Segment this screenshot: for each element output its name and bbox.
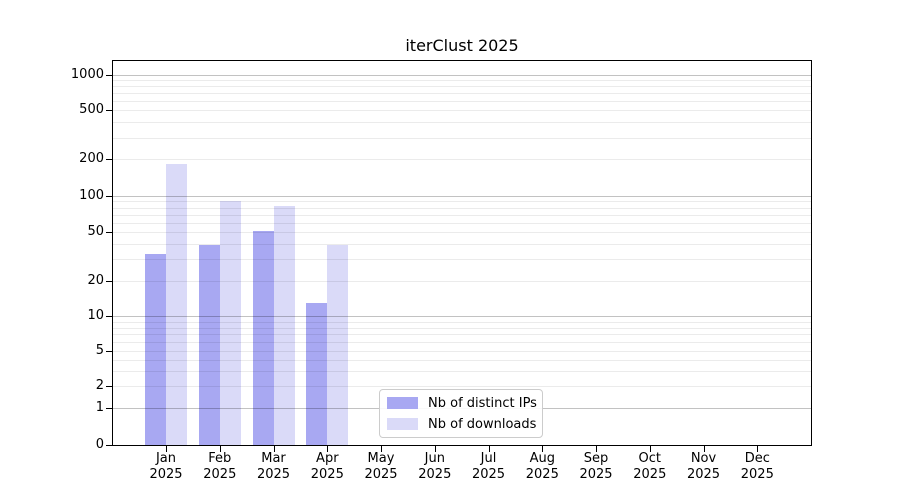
minor-gridline-500 [113, 110, 811, 112]
minor-gridline-600 [113, 100, 811, 102]
x-tick-label-nov: Nov 2025 [686, 451, 721, 482]
x-tick-label-aug: Aug 2025 [525, 451, 559, 482]
x-tick-label-jan: Jan 2025 [149, 451, 183, 482]
y-tick-200 [106, 159, 112, 161]
minor-gridline-40 [113, 244, 811, 246]
x-tick-label-feb: Feb 2025 [203, 451, 237, 482]
minor-gridline-200 [113, 159, 811, 161]
bar-mar-distinct-ips [252, 231, 274, 445]
x-tick-jun [434, 446, 436, 452]
major-gridline-100 [113, 195, 811, 197]
bar-jan-downloads [166, 164, 187, 445]
y-tick-label-1000: 1000 [70, 66, 104, 82]
x-tick-label-jun: Jun 2025 [418, 451, 452, 482]
x-tick-label-apr: Apr 2025 [310, 451, 344, 482]
legend-label-distinct-ips: Nb of distinct IPs [428, 395, 537, 411]
minor-gridline-60 [113, 222, 811, 224]
minor-gridline-8 [113, 327, 811, 329]
legend-swatch-distinct-ips [387, 397, 418, 409]
x-tick-jul [488, 446, 490, 452]
y-tick-label-50: 50 [87, 224, 104, 240]
y-tick-0 [106, 445, 112, 446]
x-tick-label-dec: Dec 2025 [740, 451, 774, 482]
y-tick-10 [106, 316, 112, 318]
y-tick-100 [106, 195, 112, 197]
legend: Nb of distinct IPs Nb of downloads [379, 389, 543, 438]
y-tick-500 [106, 110, 112, 112]
bar-apr-downloads [327, 245, 349, 445]
minor-gridline-80 [113, 207, 811, 209]
x-tick-label-sep: Sep 2025 [579, 451, 613, 482]
x-tick-nov [703, 446, 705, 452]
x-tick-apr [327, 446, 329, 452]
x-tick-mar [273, 446, 275, 452]
y-tick-label-500: 500 [79, 102, 104, 118]
x-tick-label-jul: Jul 2025 [471, 451, 506, 482]
x-tick-label-oct: Oct 2025 [633, 451, 667, 482]
plot-area [106, 60, 812, 452]
y-tick-1000 [106, 74, 112, 76]
y-tick-label-5: 5 [95, 343, 104, 359]
minor-gridline-300 [113, 137, 811, 139]
y-tick-1 [106, 407, 112, 409]
y-tick-label-20: 20 [87, 272, 104, 288]
y-tick-label-100: 100 [79, 187, 104, 203]
minor-gridline-900 [113, 79, 811, 81]
minor-gridline-4 [113, 359, 811, 361]
minor-gridline-7 [113, 334, 811, 336]
minor-gridline-400 [113, 122, 811, 124]
minor-gridline-2 [113, 386, 811, 388]
minor-gridline-20 [113, 280, 811, 282]
minor-gridline-70 [113, 214, 811, 216]
minor-gridline-3 [113, 370, 811, 372]
legend-label-downloads: Nb of downloads [428, 416, 537, 432]
minor-gridline-5 [113, 351, 811, 353]
minor-gridline-9 [113, 321, 811, 323]
y-tick-50 [106, 232, 112, 234]
major-gridline-10 [113, 316, 811, 318]
y-tick-label-10: 10 [87, 308, 104, 324]
x-tick-may [381, 446, 382, 452]
y-tick-label-2: 2 [95, 378, 104, 394]
y-tick-2 [106, 386, 112, 388]
minor-gridline-6 [113, 342, 811, 344]
x-tick-sep [596, 446, 597, 452]
y-tick-label-1: 1 [95, 399, 104, 415]
minor-gridline-50 [113, 232, 811, 234]
bar-mar-downloads [273, 206, 295, 445]
x-tick-label-mar: Mar 2025 [256, 451, 291, 482]
minor-gridline-30 [113, 259, 811, 261]
y-tick-label-200: 200 [79, 151, 104, 167]
y-tick-label-0: 0 [95, 437, 104, 452]
x-tick-label-may: May 2025 [364, 451, 398, 482]
bar-jan-distinct-ips [145, 254, 166, 445]
x-tick-jan [166, 446, 167, 452]
bar-apr-distinct-ips [306, 302, 328, 445]
x-tick-aug [542, 446, 544, 452]
chart-title: iterClust 2025 [405, 36, 519, 55]
legend-swatch-downloads [387, 418, 418, 430]
x-tick-oct [649, 446, 651, 452]
y-tick-20 [106, 280, 112, 282]
legend-entry-downloads: Nb of downloads [387, 415, 537, 434]
major-gridline-1000 [113, 74, 811, 76]
legend-entry-distinct-ips: Nb of distinct IPs [387, 394, 537, 413]
bar-feb-downloads [219, 201, 241, 445]
minor-gridline-90 [113, 201, 811, 203]
bar-feb-distinct-ips [198, 245, 220, 445]
x-tick-feb [219, 446, 221, 452]
x-tick-dec [757, 446, 759, 452]
minor-gridline-800 [113, 86, 811, 87]
y-tick-5 [106, 351, 112, 353]
minor-gridline-700 [113, 92, 811, 94]
